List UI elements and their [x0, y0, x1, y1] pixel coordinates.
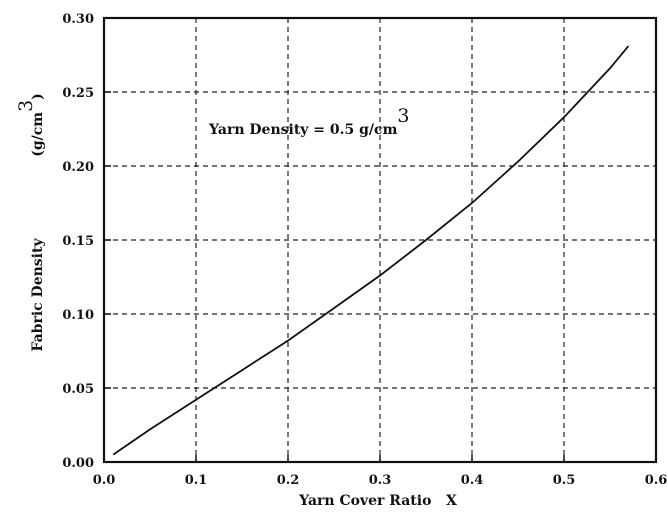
- x-tick-label: 0.0: [93, 473, 116, 488]
- x-tick-label: 0.3: [369, 473, 392, 488]
- y-axis-label-group: Fabric Density (g/cm3): [15, 93, 46, 351]
- y-tick-label: 0.20: [62, 160, 94, 175]
- y-tick-label: 0.00: [62, 456, 94, 471]
- x-axis-label: Yarn Cover Ratio X: [298, 493, 457, 509]
- y-tick-label: 0.15: [62, 234, 94, 249]
- plot-frame: [102, 16, 658, 464]
- annotation-text: Yarn Density = 0.5 g/cm: [208, 122, 398, 138]
- y-unit-close: ): [30, 93, 46, 100]
- x-tick-label: 0.2: [277, 473, 300, 488]
- annotation-superscript: 3: [397, 105, 409, 127]
- yarn-density-annotation: Yarn Density = 0.5 g/cm3: [208, 105, 409, 138]
- y-tick-label: 0.25: [62, 86, 94, 101]
- y-unit-superscript: 3: [15, 100, 37, 112]
- y-tick-label: 0.10: [62, 308, 94, 323]
- x-tick-labels: 0.0 0.1 0.2 0.3 0.4 0.5 0.6: [93, 473, 668, 488]
- y-tick-labels: 0.00 0.05 0.10 0.15 0.20 0.25 0.30: [62, 12, 94, 471]
- x-tick-label: 0.4: [461, 473, 484, 488]
- y-axis-unit: (g/cm3): [15, 93, 46, 157]
- y-tick-label: 0.30: [62, 12, 94, 27]
- x-tick-label: 0.6: [645, 473, 668, 488]
- x-tick-label: 0.1: [185, 473, 208, 488]
- y-axis-label: Fabric Density: [30, 238, 46, 352]
- x-tick-label: 0.5: [553, 473, 576, 488]
- density-curve: [112, 45, 630, 456]
- y-unit-text: (g/cm: [30, 112, 46, 157]
- y-tick-label: 0.05: [62, 382, 94, 397]
- grid-lines: [104, 18, 656, 462]
